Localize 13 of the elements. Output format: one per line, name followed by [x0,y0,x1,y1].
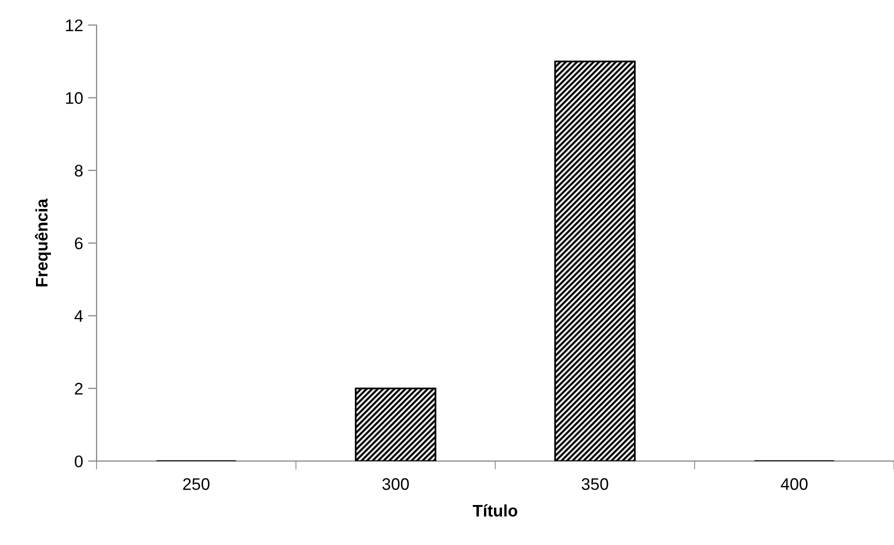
y-tick-label: 8 [74,164,83,177]
y-tick-label: 0 [74,455,83,468]
y-tick-label: 6 [74,237,83,250]
x-tick-label: 400 [780,478,808,490]
y-tick-label: 4 [74,310,83,322]
x-tick-label: 350 [582,478,608,490]
y-tick-label: 10 [66,92,83,104]
x-tick-label: 300 [382,478,409,490]
x-axis-title: Título [472,504,518,517]
y-tick-label: 2 [74,382,83,394]
y-tick-label: 12 [66,19,83,32]
y-axis-title: Frequência [35,198,51,286]
x-tick-label: 250 [183,478,210,490]
